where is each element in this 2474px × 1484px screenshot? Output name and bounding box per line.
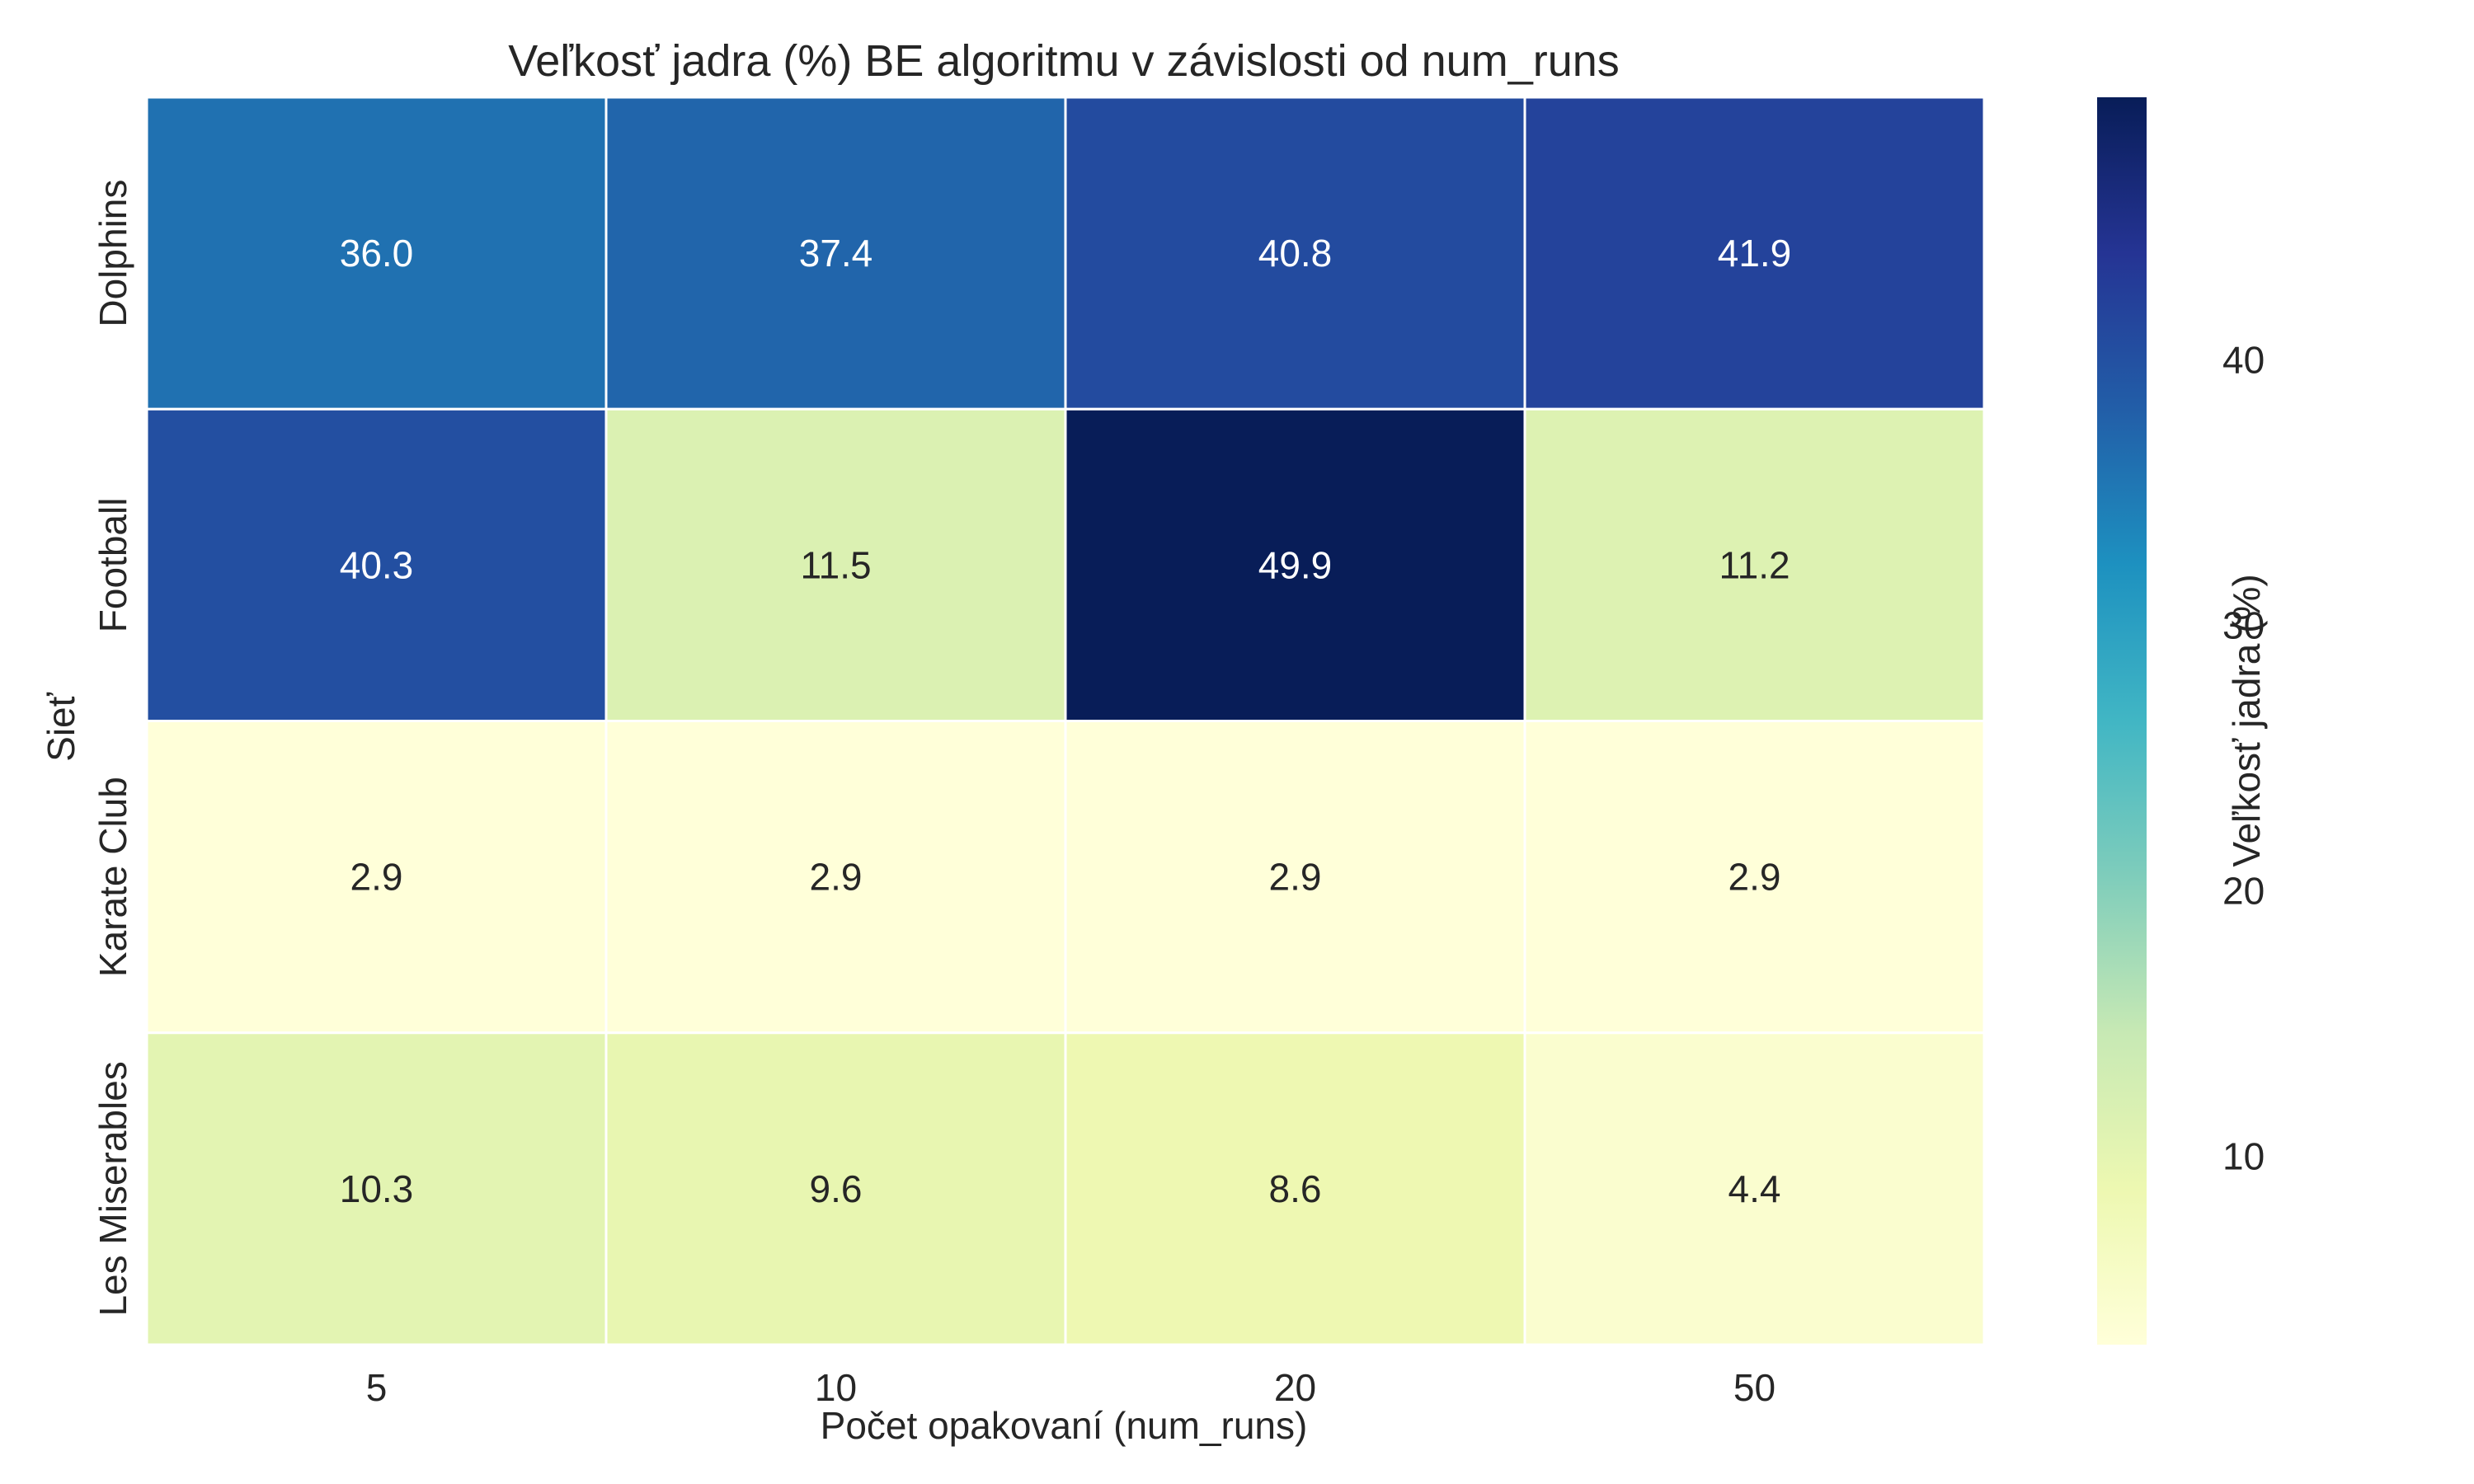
heatmap-cell — [1064, 1031, 1526, 1346]
y-tick-label: Karate Club — [92, 777, 134, 977]
heatmap-cell — [1523, 407, 1986, 722]
heatmap-cell — [145, 407, 608, 722]
colorbar-tick-label: 20 — [2222, 870, 2265, 913]
heatmap-cell — [1064, 407, 1526, 722]
heatmap-cell — [604, 720, 1067, 1035]
x-tick-label: 10 — [815, 1366, 857, 1409]
heatmap-cell — [604, 1031, 1067, 1346]
heatmap-cell — [145, 1031, 608, 1346]
cell-value-label: 11.5 — [800, 543, 871, 586]
y-tick-label: Dolphins — [92, 180, 134, 327]
cell-value-label: 36.0 — [340, 232, 414, 275]
heatmap-cells — [145, 96, 1986, 1346]
heatmap-cell — [1523, 1031, 1986, 1346]
colorbar-label: Veľkosť jadra (%) — [2225, 574, 2268, 866]
cell-value-label: 8.6 — [1269, 1167, 1322, 1210]
x-axis-ticks: 5 10 20 50 — [366, 1366, 1776, 1409]
heatmap-cell — [604, 96, 1067, 411]
y-tick-label: Football — [92, 498, 134, 633]
chart-title: Veľkosť jadra (%) BE algoritmu v závislo… — [508, 36, 1620, 86]
colorbar — [2097, 97, 2147, 1345]
x-tick-label: 5 — [366, 1366, 388, 1409]
colorbar-tick-label: 10 — [2222, 1134, 2265, 1177]
heatmap-cell-labels: 36.0 37.4 40.8 41.9 40.3 11.5 49.9 11.2 2.9 2.9 2.… — [340, 232, 1792, 1210]
cell-value-label: 40.3 — [340, 543, 414, 586]
y-axis-ticks: Dolphins Football Karate Club Les Miserable… — [92, 180, 134, 1317]
x-axis-label: Počet opakovaní (num_runs) — [821, 1404, 1308, 1447]
cell-value-label: 2.9 — [1269, 856, 1322, 899]
x-tick-label: 20 — [1274, 1366, 1316, 1409]
cell-value-label: 2.9 — [350, 856, 403, 899]
heatmap-cell — [1523, 96, 1986, 411]
cell-value-label: 9.6 — [810, 1167, 863, 1210]
heatmap-cell — [145, 96, 608, 411]
y-axis-label: Sieť — [40, 692, 82, 761]
x-tick-label: 50 — [1733, 1366, 1776, 1409]
y-tick-label: Les Miserables — [92, 1061, 134, 1316]
cell-value-label: 2.9 — [1729, 856, 1781, 899]
colorbar-ticks: 10 20 30 40 — [2222, 339, 2265, 1178]
heatmap-cell — [1523, 720, 1986, 1035]
heatmap-cell — [1064, 96, 1526, 411]
cell-value-label: 41.9 — [1718, 232, 1792, 275]
cell-value-label: 40.8 — [1258, 232, 1333, 275]
heatmap-cell — [604, 407, 1067, 722]
cell-value-label: 49.9 — [1258, 543, 1333, 586]
cell-value-label: 37.4 — [799, 232, 873, 275]
cell-value-label: 11.2 — [1719, 543, 1790, 586]
cell-value-label: 2.9 — [810, 856, 863, 899]
cell-value-label: 4.4 — [1729, 1167, 1781, 1210]
cell-value-label: 10.3 — [340, 1167, 414, 1210]
colorbar-tick-label: 30 — [2222, 604, 2265, 647]
colorbar-tick-label: 40 — [2222, 339, 2265, 382]
